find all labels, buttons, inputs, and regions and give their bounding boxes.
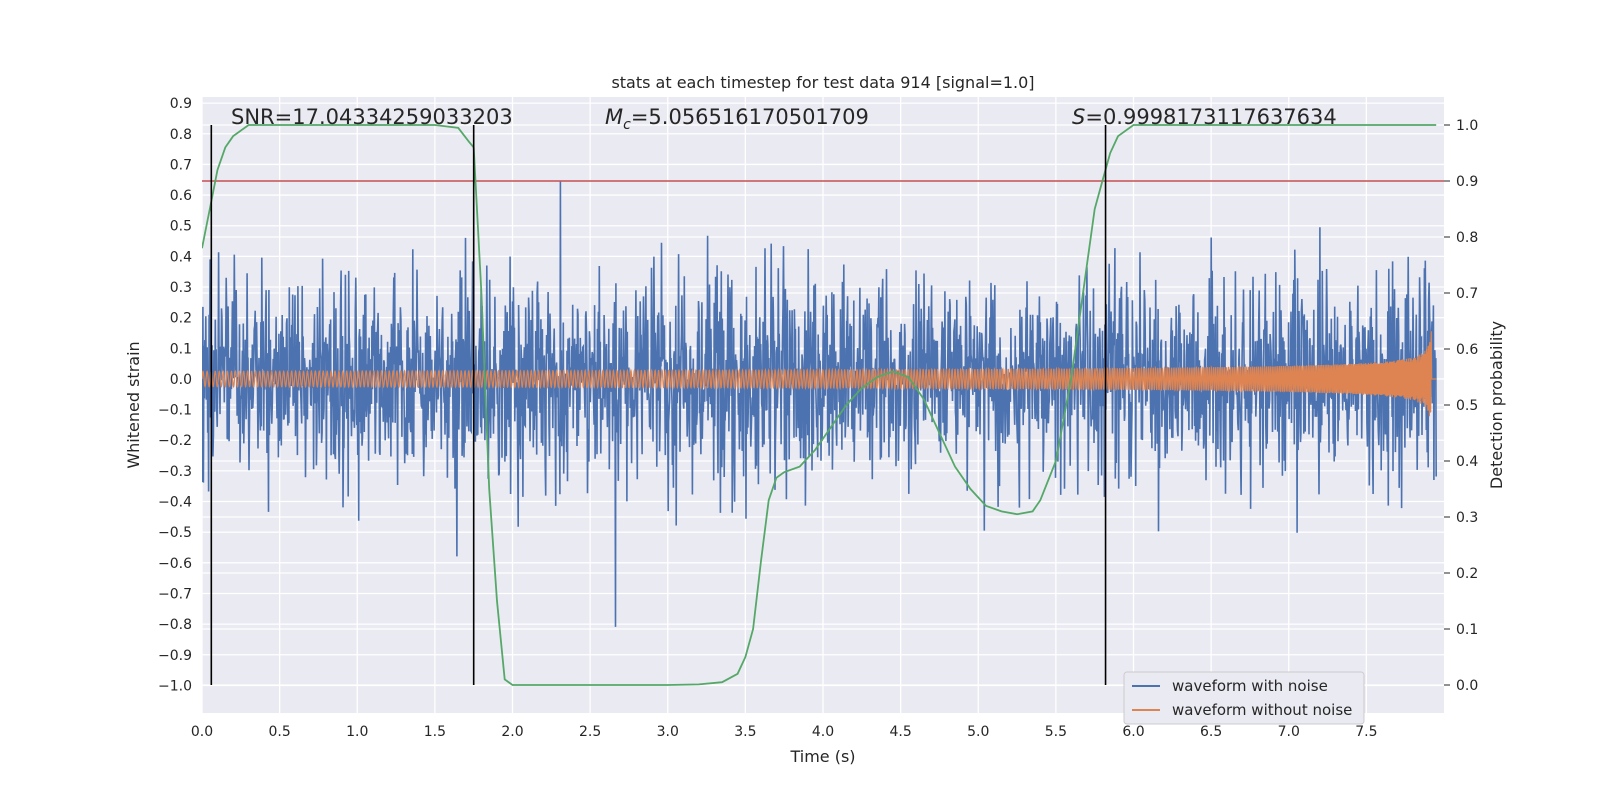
y-tick-label: −0.9 [158, 648, 192, 664]
x-tick-label: 2.5 [579, 724, 601, 740]
x-axis-label: Time (s) [789, 747, 855, 766]
s-value: =0.9998173117637634 [1085, 105, 1336, 129]
s-annotation: S=0.9998173117637634 [1072, 105, 1337, 129]
vertical-markers [210, 125, 1107, 685]
y2-tick-label: 0.7 [1456, 286, 1478, 302]
x-tick-label: 2.0 [501, 724, 523, 740]
y-tick-label: 0.2 [170, 311, 192, 327]
x-tick-label: 4.0 [812, 724, 834, 740]
y-tick-label: 0.6 [170, 188, 192, 204]
y-tick-label: 0.7 [170, 157, 192, 173]
y-tick-label: −0.7 [158, 586, 192, 602]
mc-symbol: M [605, 105, 623, 129]
legend-box [1123, 671, 1365, 725]
y-tick-label: 0.9 [170, 96, 192, 112]
x-tick-label: 6.5 [1200, 724, 1222, 740]
y-tick-label: −0.6 [158, 556, 192, 572]
y-tick-label: 0.3 [170, 280, 192, 296]
snr-annotation: SNR=17.04334259033203 [231, 105, 513, 129]
y-axis-ticks: 0.9 0.8 0.7 0.6 0.5 0.4 0.3 0.2 0.1 0.0 −0.1 −0.2 −0… [158, 96, 192, 694]
y2-axis-ticks: 1.0 0.9 0.8 0.7 0.6 0.5 0.4 0.3 0.2 0.1 0.0 [1444, 118, 1478, 694]
y-tick-label: 0.4 [170, 249, 192, 265]
x-tick-label: 7.0 [1278, 724, 1300, 740]
y2-tick-label: 0.8 [1456, 230, 1478, 246]
s-symbol: S [1072, 105, 1085, 129]
x-tick-label: 6.0 [1122, 724, 1144, 740]
x-axis-ticks: 0.0 0.5 1.0 1.5 2.0 2.5 3.0 3.5 4.0 4.5 5.0 5.5 6.0 6… [191, 724, 1378, 740]
y-tick-label: 0.5 [170, 219, 192, 235]
x-tick-label: 1.0 [346, 724, 368, 740]
x-tick-label: 7.5 [1355, 724, 1377, 740]
x-tick-label: 3.5 [734, 724, 756, 740]
chart-title: stats at each timestep for test data 914… [611, 73, 1034, 92]
y-tick-label: −0.2 [158, 433, 192, 449]
y2-tick-label: 0.3 [1456, 510, 1478, 526]
y2-tick-label: 0.1 [1456, 622, 1478, 638]
legend-label-waveform-without-noise: waveform without noise [1172, 701, 1352, 719]
y-tick-label: 0.0 [170, 372, 192, 388]
x-tick-label: 1.5 [424, 724, 446, 740]
y2-tick-label: 0.0 [1456, 678, 1478, 694]
x-tick-label: 0.5 [268, 724, 290, 740]
x-tick-label: 4.5 [889, 724, 911, 740]
series-waveform-without-noise [202, 331, 1437, 417]
y-tick-label: −0.8 [158, 617, 192, 633]
y-tick-label: −0.4 [158, 495, 192, 511]
x-tick-label: 3.0 [657, 724, 679, 740]
y2-tick-label: 1.0 [1456, 118, 1478, 134]
y2-tick-label: 0.4 [1456, 454, 1478, 470]
mc-annotation: Mc=5.056516170501709 [605, 105, 869, 133]
series-detection-probability [202, 124, 1437, 686]
y-tick-label: −0.3 [158, 464, 192, 480]
y2-axis-label: Detection probability [1487, 321, 1506, 489]
y-axis-label: Whitened strain [124, 341, 143, 468]
x-tick-label: 5.5 [1045, 724, 1067, 740]
plot-area [202, 124, 1444, 686]
legend: waveform with noise waveform without noi… [1123, 671, 1365, 725]
y-tick-label: −0.5 [158, 525, 192, 541]
y2-tick-label: 0.9 [1456, 174, 1478, 190]
y-tick-label: −1.0 [158, 678, 192, 694]
y-tick-label: 0.8 [170, 127, 192, 143]
x-tick-label: 5.0 [967, 724, 989, 740]
y2-tick-label: 0.6 [1456, 342, 1478, 358]
y2-tick-label: 0.5 [1456, 398, 1478, 414]
y-tick-label: 0.1 [170, 341, 192, 357]
y-tick-label: −0.1 [158, 403, 192, 419]
x-tick-label: 0.0 [191, 724, 213, 740]
mc-value: =5.056516170501709 [631, 105, 869, 129]
series-waveform-with-noise [202, 181, 1437, 627]
mc-subscript: c [623, 117, 631, 133]
y2-tick-label: 0.2 [1456, 566, 1478, 582]
legend-label-waveform-with-noise: waveform with noise [1172, 677, 1328, 695]
